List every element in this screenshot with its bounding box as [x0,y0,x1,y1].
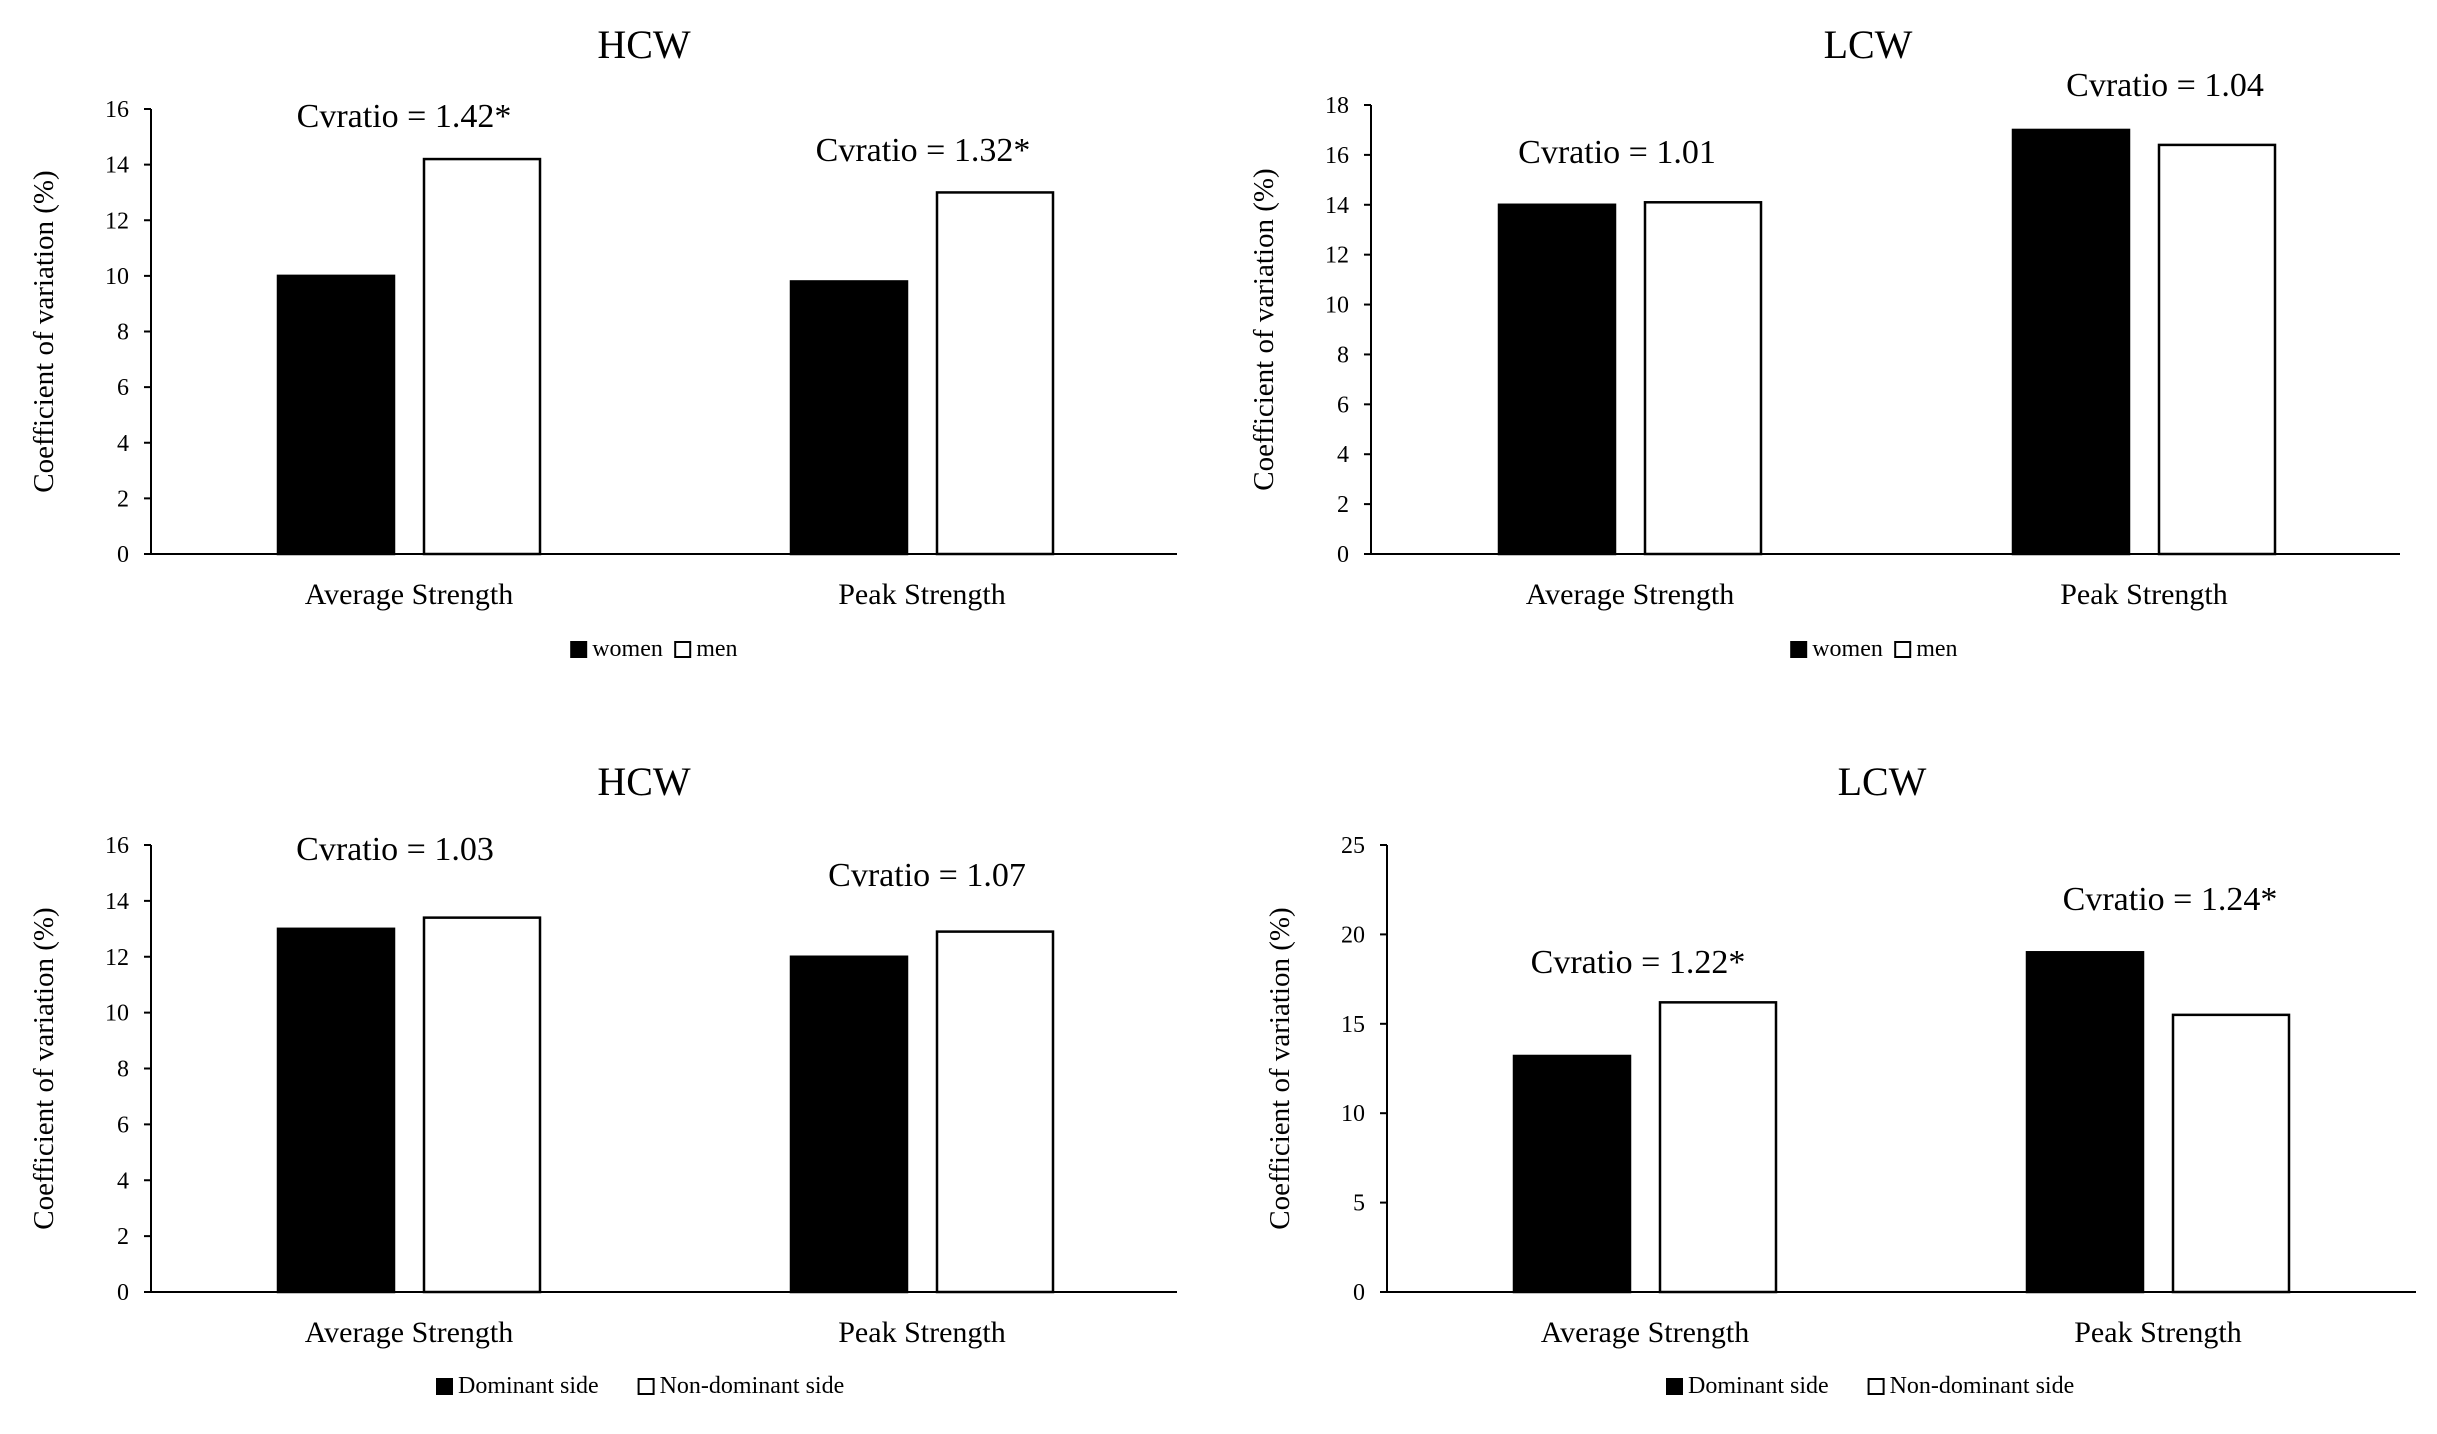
legend-label: Non-dominant side [1890,1373,2075,1399]
bar-dominant-side-1 [1512,1054,1632,1294]
y-tick-label: 10 [1325,293,1349,319]
bar-men-2 [2157,143,2277,556]
legend: women men [1790,636,1958,662]
chart-panel-2: LCW Coefficient of variation (%) 0 2 4 6 8 10 12… [1248,22,2400,662]
cvratio-annotation: Cvratio = 1.22* [1531,944,1746,981]
y-tick-label: 10 [105,1001,129,1027]
y-tick-label: 12 [1325,243,1349,269]
y-tick-label: 25 [1341,833,1365,859]
legend-label: men [696,636,737,662]
y-tick-label: 16 [105,97,129,123]
legend-swatch-2 [1867,1378,1885,1395]
bar-non-dominant-side-2 [2171,1013,2291,1294]
chart-title: HCW [597,759,691,804]
y-tick-label: 15 [1341,1012,1365,1038]
chart-panel-3: HCW Coefficient of variation (%) 0 2 4 6 8 10 12… [28,759,1177,1399]
chart-panel-4: LCW Coefficient of variation (%) 0 5 10 15 20 2… [1264,759,2416,1399]
y-tick-label: 12 [105,208,129,234]
bar-men-2 [935,191,1055,556]
legend-label: Non-dominant side [660,1373,845,1399]
chart-panel-1: HCW Coefficient of variation (%) 0 2 4 6 8 10 12… [28,22,1177,662]
x-category-label: Peak Strength [2060,578,2227,611]
legend-swatch-2 [1894,641,1912,658]
legend: Dominant side Non-dominant side [1666,1373,2075,1399]
y-tick-label: 16 [105,833,129,859]
bar-non-dominant-side-1 [422,916,542,1294]
chart-title: LCW [1824,22,1913,67]
y-tick-label: 10 [1341,1101,1365,1127]
y-tick-label: 0 [117,1280,129,1306]
x-category-label: Average Strength [1526,578,1735,611]
legend: Dominant side Non-dominant side [436,1373,845,1399]
cvratio-annotation: Cvratio = 1.07 [828,857,1026,894]
y-tick-label: 6 [1337,392,1349,418]
bar-dominant-side-1 [276,927,396,1294]
y-tick-label: 0 [1353,1280,1365,1306]
bar-women-2 [2011,128,2131,556]
y-tick-label: 4 [1337,442,1349,468]
y-tick-label: 8 [117,1057,129,1083]
y-axis-label: Coefficient of variation (%) [1248,168,1280,490]
y-tick-label: 18 [1325,93,1349,119]
legend-swatch-2 [637,1378,655,1395]
y-tick-label: 2 [1337,492,1349,518]
legend: women men [570,636,738,662]
chart-title: LCW [1838,759,1927,804]
y-tick-label: 4 [117,1168,129,1194]
cvratio-annotation: Cvratio = 1.04 [2066,67,2264,104]
y-tick-label: 14 [1325,193,1349,219]
x-category-label: Peak Strength [838,1316,1005,1349]
x-category-label: Average Strength [305,1316,514,1349]
bar-men-1 [1643,201,1763,556]
bar-dominant-side-2 [2025,951,2145,1294]
y-tick-label: 14 [105,153,129,179]
cvratio-annotation: Cvratio = 1.32* [816,132,1031,169]
x-category-label: Peak Strength [838,578,1005,611]
x-category-label: Average Strength [305,578,514,611]
x-category-label: Peak Strength [2074,1316,2241,1349]
y-tick-label: 6 [117,1112,129,1138]
legend-swatch-1 [436,1378,453,1395]
y-tick-label: 10 [105,264,129,290]
y-tick-label: 12 [105,945,129,971]
y-tick-label: 8 [1337,342,1349,368]
bar-non-dominant-side-2 [935,930,1055,1294]
legend-label: Dominant side [458,1373,599,1399]
legend-swatch-2 [674,641,692,658]
y-tick-label: 4 [117,431,129,457]
bar-women-1 [276,274,396,556]
legend-label: women [1812,636,1883,662]
y-tick-label: 2 [117,1224,129,1250]
y-tick-label: 2 [117,486,129,512]
y-tick-label: 6 [117,375,129,401]
y-tick-label: 8 [117,320,129,346]
bar-women-2 [789,280,909,556]
y-axis-label: Coefficient of variation (%) [1264,907,1296,1229]
chart-title: HCW [597,22,691,67]
legend-label: Dominant side [1688,1373,1829,1399]
cvratio-annotation: Cvratio = 1.03 [296,831,494,868]
legend-swatch-1 [1790,641,1808,658]
y-axis-label: Coefficient of variation (%) [28,907,60,1229]
x-category-label: Average Strength [1541,1316,1750,1349]
y-axis-label: Coefficient of variation (%) [28,170,60,492]
y-tick-label: 5 [1353,1191,1365,1217]
bar-women-1 [1497,203,1617,556]
cvratio-annotation: Cvratio = 1.42* [297,98,512,135]
bar-dominant-side-2 [789,955,909,1294]
legend-label: men [1916,636,1957,662]
legend-swatch-1 [570,641,588,658]
legend-swatch-1 [1666,1378,1683,1395]
y-tick-label: 14 [105,889,129,915]
y-tick-label: 16 [1325,143,1349,169]
y-tick-label: 20 [1341,922,1365,948]
y-tick-label: 0 [117,542,129,568]
y-tick-label: 0 [1337,542,1349,568]
legend-label: women [592,636,663,662]
cvratio-annotation: Cvratio = 1.01 [1518,134,1716,171]
cvratio-annotation: Cvratio = 1.24* [2063,881,2278,918]
bar-men-1 [422,157,542,556]
bar-non-dominant-side-1 [1658,1001,1778,1294]
